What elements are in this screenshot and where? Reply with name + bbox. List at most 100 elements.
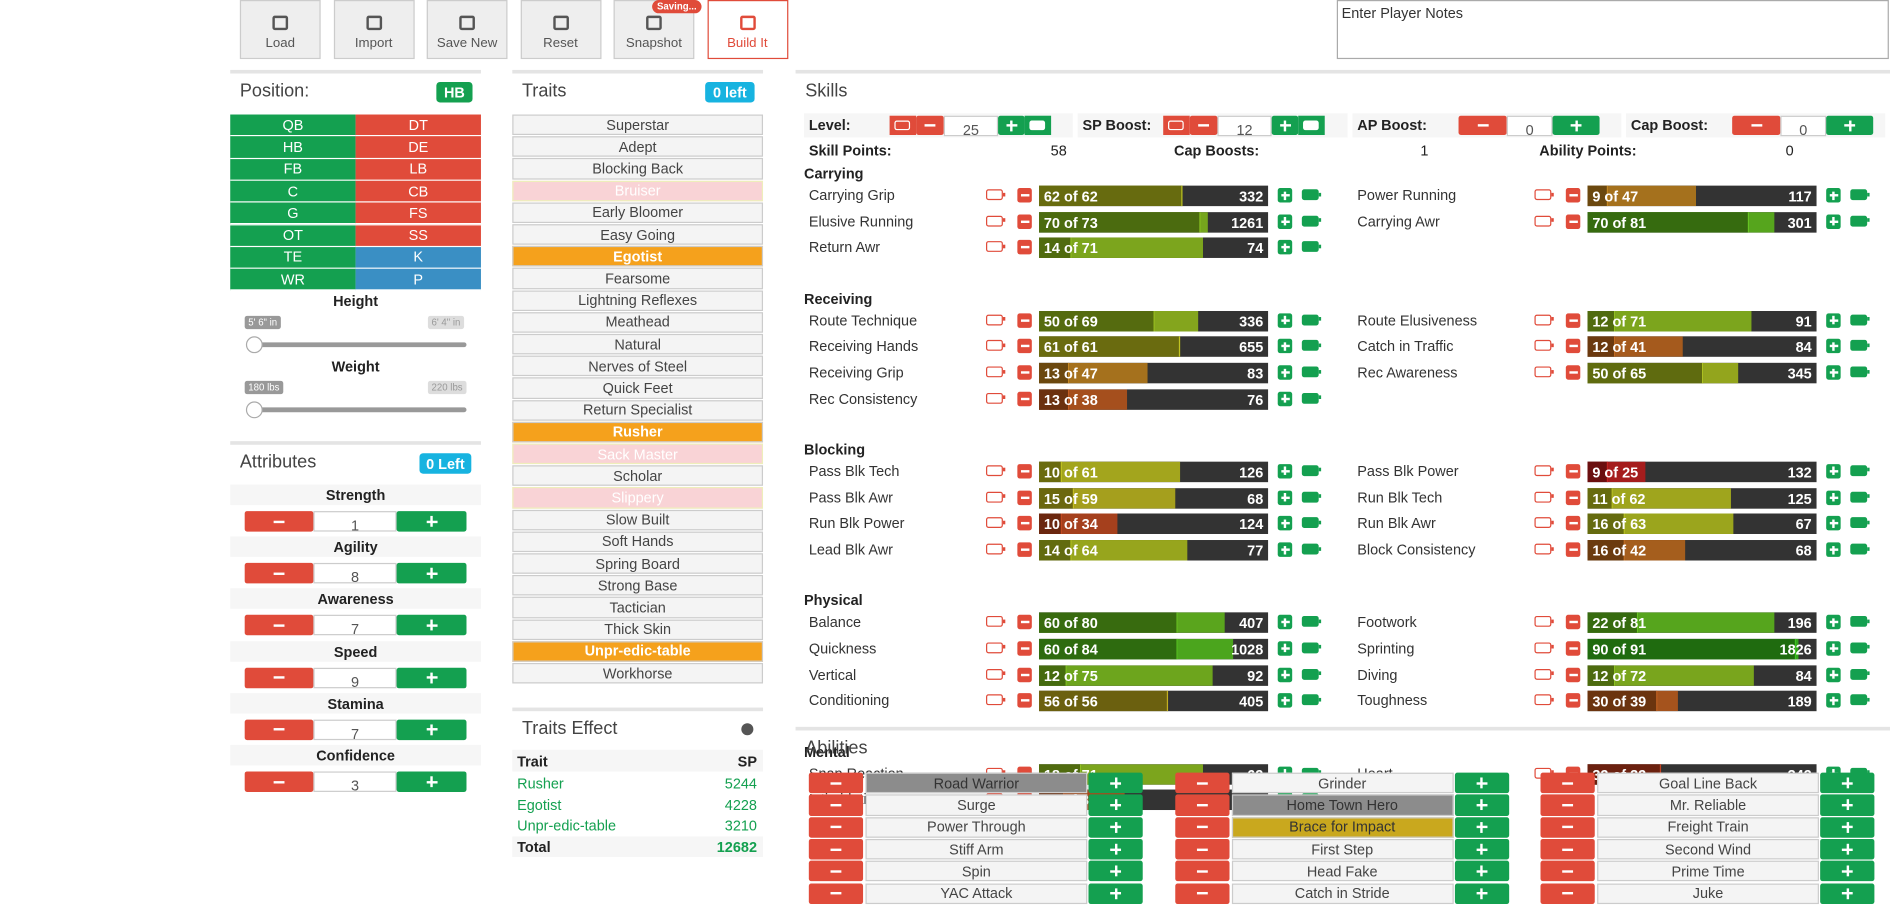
max-toggle[interactable] bbox=[1298, 115, 1325, 136]
ability-name[interactable]: Spin bbox=[865, 860, 1088, 882]
slider-knob[interactable] bbox=[245, 336, 263, 354]
minus-button[interactable] bbox=[1565, 542, 1581, 557]
position-option[interactable]: FB bbox=[230, 158, 356, 181]
max-button[interactable] bbox=[1850, 366, 1870, 378]
max-button[interactable] bbox=[1301, 616, 1322, 628]
ability-name[interactable]: Power Through bbox=[865, 816, 1088, 838]
plus-button[interactable] bbox=[396, 771, 467, 792]
plus-button[interactable] bbox=[1820, 838, 1875, 860]
minus-button[interactable] bbox=[1017, 641, 1032, 656]
minus-button[interactable] bbox=[808, 838, 864, 860]
ability-name[interactable]: First Step bbox=[1231, 838, 1454, 860]
trait-option[interactable]: Early Bloomer bbox=[512, 202, 764, 223]
minus-button[interactable] bbox=[1565, 641, 1581, 656]
plus-button[interactable] bbox=[1277, 516, 1293, 531]
minus-button[interactable] bbox=[1565, 516, 1581, 531]
max-button[interactable] bbox=[1850, 616, 1870, 628]
minus-button[interactable] bbox=[808, 816, 864, 838]
minus-button[interactable] bbox=[1174, 816, 1229, 838]
min-button[interactable] bbox=[1534, 366, 1554, 378]
plus-button[interactable] bbox=[1826, 188, 1841, 203]
min-button[interactable] bbox=[1534, 465, 1554, 477]
plus-button[interactable] bbox=[1088, 838, 1143, 860]
ability-name[interactable]: Head Fake bbox=[1231, 860, 1454, 882]
plus-button[interactable] bbox=[396, 511, 467, 532]
trait-option[interactable]: Blocking Back bbox=[512, 158, 764, 180]
min-button[interactable] bbox=[986, 241, 1006, 253]
minus-button[interactable] bbox=[1017, 693, 1032, 708]
minus-button[interactable] bbox=[808, 882, 864, 904]
plus-button[interactable] bbox=[396, 615, 467, 636]
trait-option[interactable]: Egotist bbox=[512, 246, 764, 267]
plus-button[interactable] bbox=[1454, 794, 1509, 816]
trait-option[interactable]: Soft Hands bbox=[512, 531, 764, 553]
minus-button[interactable] bbox=[1017, 542, 1032, 557]
trait-option[interactable]: Slow Built bbox=[512, 509, 764, 531]
min-toggle[interactable] bbox=[1163, 115, 1190, 136]
ability-name[interactable]: Prime Time bbox=[1597, 860, 1819, 882]
position-option[interactable]: P bbox=[355, 268, 481, 291]
ability-name[interactable]: Juke bbox=[1597, 882, 1819, 904]
max-button[interactable] bbox=[1850, 465, 1870, 477]
plus-button[interactable] bbox=[1826, 463, 1841, 479]
minus-button[interactable] bbox=[1540, 838, 1595, 860]
control-value[interactable]: 25 bbox=[943, 115, 999, 139]
minus-button[interactable] bbox=[1017, 463, 1032, 479]
max-button[interactable] bbox=[1301, 491, 1322, 503]
plus-button[interactable] bbox=[1277, 490, 1293, 505]
attr-value[interactable]: 9 bbox=[313, 667, 397, 690]
minus-button[interactable] bbox=[1732, 115, 1781, 136]
min-button[interactable] bbox=[1534, 642, 1554, 654]
trait-option[interactable]: Tactician bbox=[512, 597, 764, 618]
plus-button[interactable] bbox=[1826, 667, 1841, 682]
min-button[interactable] bbox=[1534, 314, 1554, 325]
max-button[interactable] bbox=[1301, 366, 1322, 378]
toolbar-button[interactable]: Reset bbox=[520, 0, 601, 60]
minus-button[interactable] bbox=[1565, 490, 1581, 505]
plus-button[interactable] bbox=[1277, 188, 1293, 203]
ability-name[interactable]: Grinder bbox=[1231, 772, 1454, 794]
attr-value[interactable]: 7 bbox=[313, 719, 397, 742]
min-button[interactable] bbox=[1534, 517, 1554, 529]
min-button[interactable] bbox=[986, 642, 1006, 654]
trait-option[interactable]: Adept bbox=[512, 136, 764, 158]
minus-button[interactable] bbox=[1017, 667, 1032, 682]
trait-option[interactable]: Superstar bbox=[512, 114, 764, 136]
minus-button[interactable] bbox=[1565, 463, 1581, 479]
plus-button[interactable] bbox=[1552, 115, 1600, 136]
plus-button[interactable] bbox=[998, 115, 1025, 136]
minus-button[interactable] bbox=[1017, 188, 1032, 203]
minus-button[interactable] bbox=[1174, 860, 1229, 882]
plus-button[interactable] bbox=[1826, 490, 1841, 505]
plus-button[interactable] bbox=[1277, 463, 1293, 479]
min-button[interactable] bbox=[1534, 668, 1554, 680]
ability-name[interactable]: YAC Attack bbox=[865, 882, 1088, 904]
trait-option[interactable]: Strong Base bbox=[512, 575, 764, 596]
minus-button[interactable] bbox=[916, 115, 944, 136]
min-button[interactable] bbox=[1534, 543, 1554, 555]
max-button[interactable] bbox=[1850, 517, 1870, 529]
position-option[interactable]: LB bbox=[355, 158, 481, 181]
minus-button[interactable] bbox=[1565, 693, 1581, 708]
minus-button[interactable] bbox=[1540, 860, 1595, 882]
minus-button[interactable] bbox=[1017, 391, 1032, 406]
minus-button[interactable] bbox=[1174, 882, 1229, 904]
max-button[interactable] bbox=[1850, 668, 1870, 680]
trait-option[interactable]: Return Specialist bbox=[512, 399, 764, 421]
trait-option[interactable]: Unpr-edic-table bbox=[512, 641, 764, 662]
ability-name[interactable]: Second Wind bbox=[1597, 838, 1819, 860]
max-toggle[interactable] bbox=[1024, 115, 1052, 136]
minus-button[interactable] bbox=[1017, 490, 1032, 505]
minus-button[interactable] bbox=[244, 563, 314, 584]
position-option[interactable]: FS bbox=[355, 202, 481, 225]
plus-button[interactable] bbox=[1820, 772, 1875, 794]
slider-knob[interactable] bbox=[245, 401, 263, 419]
min-button[interactable] bbox=[1534, 340, 1554, 352]
min-button[interactable] bbox=[986, 215, 1006, 227]
position-option[interactable]: C bbox=[230, 180, 356, 203]
minus-button[interactable] bbox=[1565, 188, 1581, 203]
min-button[interactable] bbox=[986, 189, 1006, 201]
minus-button[interactable] bbox=[1458, 115, 1507, 136]
plus-button[interactable] bbox=[1277, 214, 1293, 229]
max-button[interactable] bbox=[1301, 642, 1322, 654]
